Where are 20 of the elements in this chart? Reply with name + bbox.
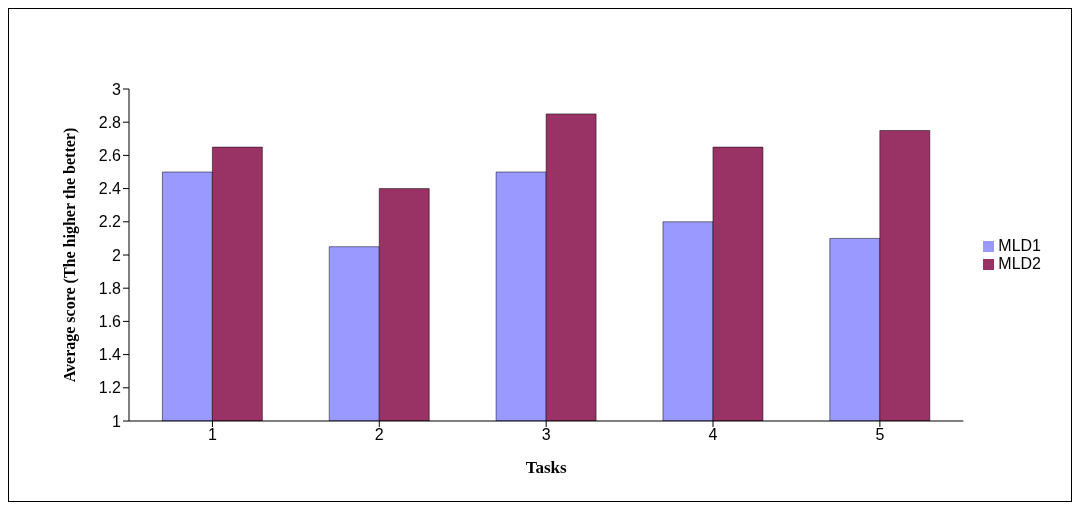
legend-label: MLD1	[998, 237, 1041, 254]
x-tick-label: 3	[541, 426, 551, 444]
y-tick-label: 3	[112, 80, 122, 98]
y-tick-label: 2	[112, 246, 122, 264]
y-tick-label: 2.8	[98, 113, 122, 131]
y-tick-label: 1.4	[98, 346, 122, 364]
x-tick-label: 1	[207, 426, 217, 444]
y-tick-label: 1.6	[98, 313, 122, 331]
x-tick-label: 5	[875, 426, 885, 444]
x-tick-label: 4	[708, 426, 718, 444]
x-axis-title: Tasks	[525, 458, 568, 477]
y-tick-label: 2.2	[98, 213, 122, 231]
y-tick-label: 1.2	[98, 379, 122, 397]
y-axis-title: Average score (The higher the better)	[60, 127, 79, 383]
y-tick-label: 1	[112, 412, 122, 430]
x-tick-label: 2	[374, 426, 384, 444]
y-tick-label: 2.4	[98, 180, 122, 198]
y-tick-label: 1.8	[98, 279, 122, 297]
y-tick-label: 2.6	[98, 147, 122, 165]
legend-label: MLD2	[998, 255, 1041, 272]
